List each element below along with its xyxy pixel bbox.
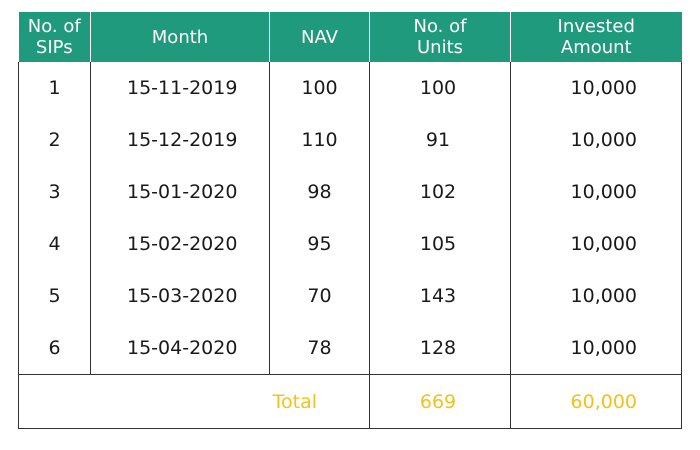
cell-sip: 4	[18, 218, 91, 270]
cell-units: 100	[369, 62, 511, 114]
header-sips: No. of SIPs	[18, 12, 91, 62]
cell-sip: 2	[18, 114, 91, 166]
header-nav: NAV	[269, 12, 370, 62]
cell-units: 143	[369, 270, 511, 322]
table-header: No. of SIPs Month NAV No. of Units Inves…	[18, 12, 682, 62]
table-row: 1 15-11-2019 100 100 10,000	[18, 62, 682, 114]
cell-sip: 5	[18, 270, 91, 322]
sip-table: No. of SIPs Month NAV No. of Units Inves…	[18, 12, 682, 429]
total-amount: 60,000	[510, 374, 682, 429]
table-row: 2 15-12-2019 110 91 10,000	[18, 114, 682, 166]
cell-units: 91	[369, 114, 511, 166]
header-month: Month	[90, 12, 270, 62]
total-units: 669	[369, 374, 511, 429]
header-amount: Invested Amount	[510, 12, 682, 62]
cell-month: 15-02-2020	[90, 218, 270, 270]
header-units: No. of Units	[369, 12, 511, 62]
total-row: Total 669 60,000	[18, 374, 682, 429]
cell-sip: 6	[18, 322, 91, 375]
cell-nav: 95	[269, 218, 370, 270]
table-row: 3 15-01-2020 98 102 10,000	[18, 166, 682, 218]
cell-amount: 10,000	[510, 114, 682, 166]
header-month-label: Month	[151, 26, 209, 48]
cell-amount: 10,000	[510, 166, 682, 218]
cell-units: 128	[369, 322, 511, 375]
cell-amount: 10,000	[510, 62, 682, 114]
cell-month: 15-01-2020	[90, 166, 270, 218]
header-sips-line1: No. of	[27, 16, 81, 37]
cell-sip: 1	[18, 62, 91, 114]
cell-nav: 98	[269, 166, 370, 218]
cell-amount: 10,000	[510, 218, 682, 270]
cell-month: 15-04-2020	[90, 322, 270, 375]
cell-units: 102	[369, 166, 511, 218]
table-row: 5 15-03-2020 70 143 10,000	[18, 270, 682, 322]
table-row: 6 15-04-2020 78 128 10,000	[18, 322, 682, 375]
cell-nav: 110	[269, 114, 370, 166]
header-sips-line2: SIPs	[35, 37, 73, 58]
header-nav-label: NAV	[301, 26, 338, 48]
cell-amount: 10,000	[510, 322, 682, 375]
table-row: 4 15-02-2020 95 105 10,000	[18, 218, 682, 270]
total-label: Total	[18, 374, 370, 429]
header-amount-line2: Amount	[560, 37, 632, 58]
header-row: No. of SIPs Month NAV No. of Units Inves…	[18, 12, 682, 62]
cell-month: 15-03-2020	[90, 270, 270, 322]
cell-units: 105	[369, 218, 511, 270]
cell-nav: 70	[269, 270, 370, 322]
cell-nav: 78	[269, 322, 370, 375]
table-body: 1 15-11-2019 100 100 10,000 2 15-12-2019…	[18, 62, 682, 429]
cell-amount: 10,000	[510, 270, 682, 322]
cell-month: 15-11-2019	[90, 62, 270, 114]
header-units-line1: No. of	[413, 16, 467, 37]
header-amount-line1: Invested	[557, 16, 635, 37]
cell-month: 15-12-2019	[90, 114, 270, 166]
cell-sip: 3	[18, 166, 91, 218]
header-units-line2: Units	[416, 37, 464, 58]
cell-nav: 100	[269, 62, 370, 114]
